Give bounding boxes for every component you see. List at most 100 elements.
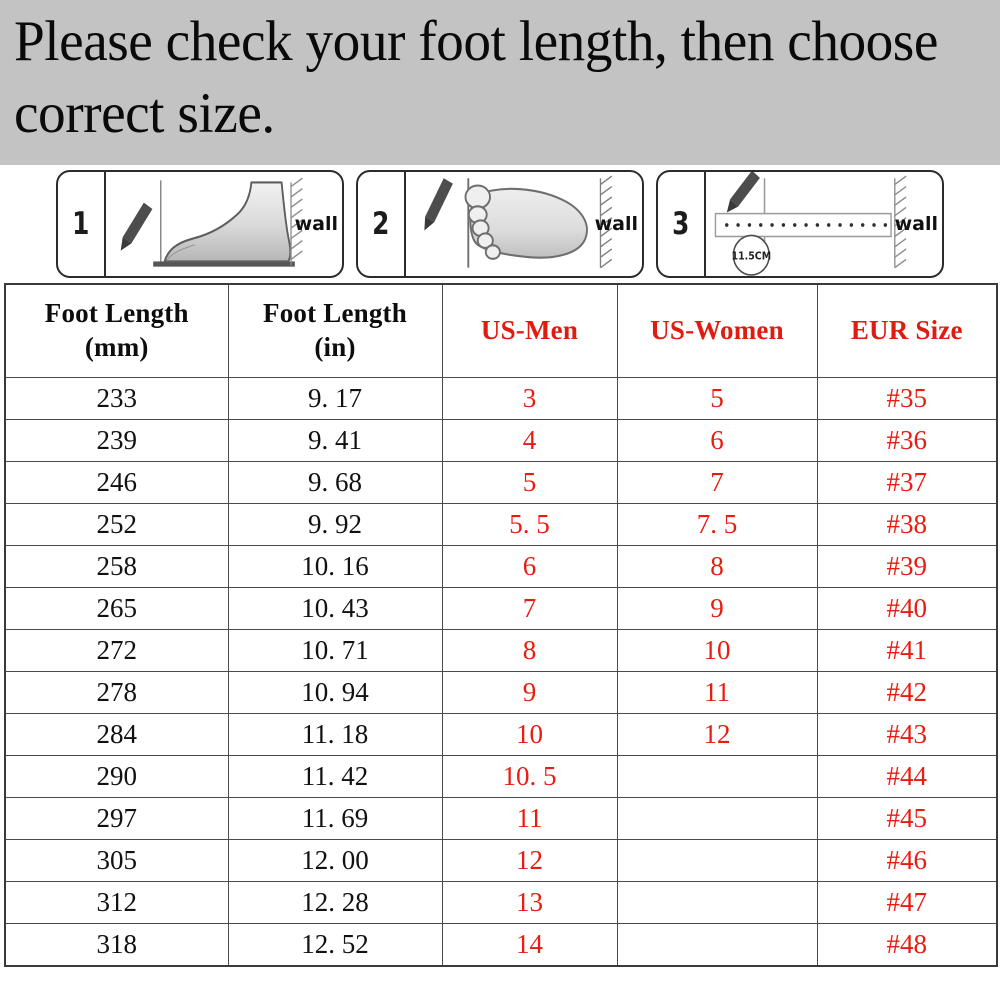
cell-foot-length-in: 9. 41 xyxy=(227,419,443,462)
cell-foot-length-in: 10. 71 xyxy=(227,629,443,672)
table-row: 318 12. 52 14 #48 xyxy=(4,923,998,967)
cell-foot-length-in: 11. 69 xyxy=(227,797,443,840)
cell-us-men: 11 xyxy=(441,797,618,840)
cell-foot-length-in: 10. 43 xyxy=(227,587,443,630)
table-row: 278 10. 94 9 11 #42 xyxy=(4,671,998,714)
step-1-wall-label: wall xyxy=(294,213,338,235)
cell-us-men: 5 xyxy=(441,461,618,504)
table-row: 290 11. 42 10. 5 #44 xyxy=(4,755,998,798)
cell-foot-length-in: 10. 16 xyxy=(227,545,443,588)
measurement-steps: 1 xyxy=(0,165,1000,283)
cell-foot-length-in: 12. 00 xyxy=(227,839,443,882)
table-row: 246 9. 68 5 7 #37 xyxy=(4,461,998,504)
table-row: 252 9. 92 5. 5 7. 5 #38 xyxy=(4,503,998,546)
cell-eur-size: #38 xyxy=(816,503,998,546)
column-header-foot-length-mm: Foot Length (mm) xyxy=(4,283,229,378)
cell-us-men: 5. 5 xyxy=(441,503,618,546)
column-header-us-men: US-Men xyxy=(441,283,618,378)
size-chart-table: Foot Length (mm) Foot Length (in) US-Men… xyxy=(4,283,998,967)
cell-eur-size: #42 xyxy=(816,671,998,714)
cell-eur-size: #44 xyxy=(816,755,998,798)
cell-us-men: 9 xyxy=(441,671,618,714)
header-line-2: (in) xyxy=(314,332,356,362)
header-row: Foot Length (mm) Foot Length (in) US-Men… xyxy=(4,283,998,378)
table-row: 272 10. 71 8 10 #41 xyxy=(4,629,998,672)
cell-us-men: 4 xyxy=(441,419,618,462)
column-header-us-women: US-Women xyxy=(616,283,818,378)
cell-us-women: 12 xyxy=(616,713,818,756)
cell-foot-length-in: 10. 94 xyxy=(227,671,443,714)
table-row: 258 10. 16 6 8 #39 xyxy=(4,545,998,588)
cell-eur-size: #40 xyxy=(816,587,998,630)
cell-us-men: 13 xyxy=(441,881,618,924)
step-3-panel: 3 xyxy=(656,170,944,278)
size-chart-container: Foot Length (mm) Foot Length (in) US-Men… xyxy=(0,283,1000,967)
cell-us-women: 7 xyxy=(616,461,818,504)
foot-side-view-icon: wall xyxy=(106,172,342,276)
cell-eur-size: #48 xyxy=(816,923,998,967)
cell-us-women: 9 xyxy=(616,587,818,630)
cell-us-women xyxy=(616,755,818,798)
step-2-number-box: 2 xyxy=(358,172,406,276)
cell-us-women: 10 xyxy=(616,629,818,672)
page-title: Please check your foot length, then choo… xyxy=(14,10,952,145)
header-line-2: (mm) xyxy=(84,332,149,362)
cell-eur-size: #41 xyxy=(816,629,998,672)
cell-foot-length-mm: 246 xyxy=(4,461,229,504)
cell-foot-length-mm: 312 xyxy=(4,881,229,924)
cell-foot-length-in: 9. 17 xyxy=(227,377,443,420)
cell-us-men: 10 xyxy=(441,713,618,756)
table-body: 233 9. 17 3 5 #35 239 9. 41 4 6 #36 246 9. 68 5 7 #37 2… xyxy=(4,377,998,967)
step-2-panel: 2 xyxy=(356,170,644,278)
cell-eur-size: #46 xyxy=(816,839,998,882)
cell-us-women: 8 xyxy=(616,545,818,588)
cell-us-women xyxy=(616,839,818,882)
cell-eur-size: #47 xyxy=(816,881,998,924)
cell-foot-length-mm: 252 xyxy=(4,503,229,546)
step-3-wall-label: wall xyxy=(894,213,938,235)
cell-eur-size: #45 xyxy=(816,797,998,840)
table-header: Foot Length (mm) Foot Length (in) US-Men… xyxy=(4,283,998,378)
cell-us-women: 7. 5 xyxy=(616,503,818,546)
column-header-foot-length-in: Foot Length (in) xyxy=(227,283,443,378)
cell-us-men: 10. 5 xyxy=(441,755,618,798)
cell-foot-length-mm: 272 xyxy=(4,629,229,672)
step-3-number-box: 3 xyxy=(658,172,706,276)
cell-foot-length-in: 12. 52 xyxy=(227,923,443,967)
cell-foot-length-mm: 297 xyxy=(4,797,229,840)
cell-us-men: 3 xyxy=(441,377,618,420)
step-1-number-box: 1 xyxy=(58,172,106,276)
cell-us-men: 14 xyxy=(441,923,618,967)
cell-foot-length-in: 11. 18 xyxy=(227,713,443,756)
table-row: 239 9. 41 4 6 #36 xyxy=(4,419,998,462)
step-3-number: 3 xyxy=(672,206,690,242)
cell-eur-size: #35 xyxy=(816,377,998,420)
foot-top-view-icon: wall xyxy=(406,172,642,276)
cell-foot-length-mm: 265 xyxy=(4,587,229,630)
cell-us-women: 5 xyxy=(616,377,818,420)
cell-foot-length-mm: 284 xyxy=(4,713,229,756)
table-row: 312 12. 28 13 #47 xyxy=(4,881,998,924)
cell-foot-length-mm: 278 xyxy=(4,671,229,714)
cell-foot-length-in: 11. 42 xyxy=(227,755,443,798)
table-row: 284 11. 18 10 12 #43 xyxy=(4,713,998,756)
cell-us-men: 8 xyxy=(441,629,618,672)
cell-foot-length-in: 12. 28 xyxy=(227,881,443,924)
cell-eur-size: #43 xyxy=(816,713,998,756)
cell-us-women: 6 xyxy=(616,419,818,462)
step-2-number: 2 xyxy=(372,206,390,242)
cell-foot-length-in: 9. 68 xyxy=(227,461,443,504)
cell-us-men: 6 xyxy=(441,545,618,588)
header-banner: Please check your foot length, then choo… xyxy=(0,0,1000,165)
header-line-1: Foot Length xyxy=(44,298,189,329)
cell-us-women xyxy=(616,923,818,967)
cell-eur-size: #39 xyxy=(816,545,998,588)
header-line-1: Foot Length xyxy=(263,298,407,329)
ruler-measure-icon: 11.5CM wall xyxy=(706,172,942,276)
table-row: 233 9. 17 3 5 #35 xyxy=(4,377,998,420)
table-row: 265 10. 43 7 9 #40 xyxy=(4,587,998,630)
cell-eur-size: #36 xyxy=(816,419,998,462)
cell-us-men: 7 xyxy=(441,587,618,630)
cell-us-men: 12 xyxy=(441,839,618,882)
cell-foot-length-mm: 318 xyxy=(4,923,229,967)
